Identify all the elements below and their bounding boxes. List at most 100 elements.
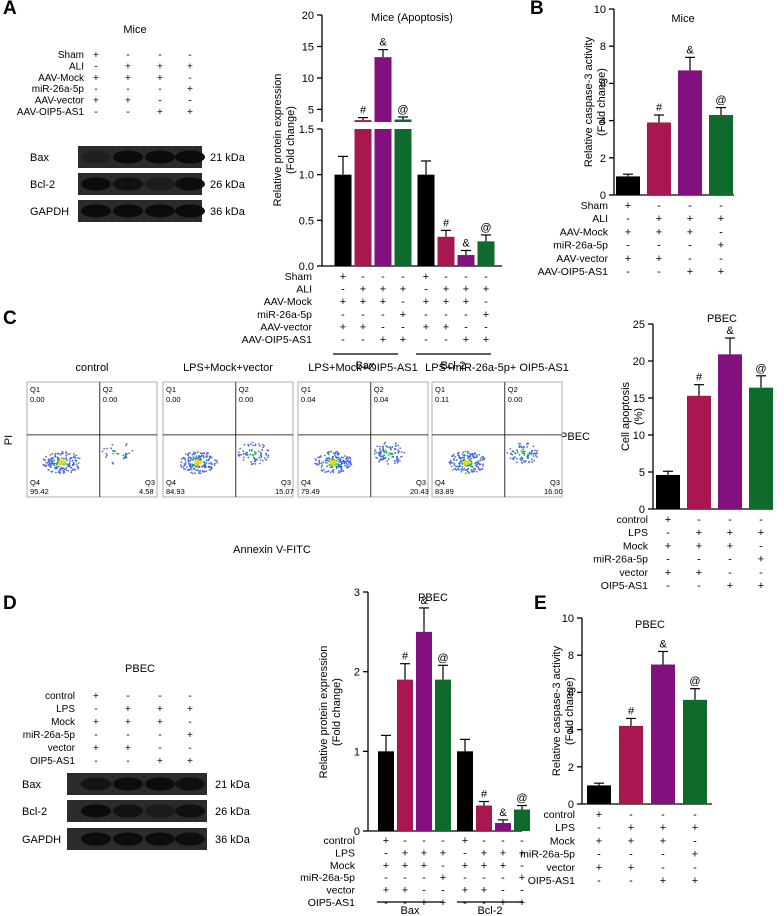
C_chart-condition-sign: + — [727, 527, 733, 539]
flow-event-dot — [205, 455, 208, 458]
A_chart-condition-sign: + — [463, 296, 469, 308]
flow-event-dot — [336, 465, 339, 468]
flow-event-dot — [318, 460, 321, 463]
B_chart-condition-sign: - — [688, 253, 692, 265]
flow-event-dot — [374, 448, 377, 451]
A_chart-condition-sign: - — [424, 309, 428, 321]
C_chart-y-tick-label: 5 — [639, 467, 645, 479]
flow-event-dot — [534, 449, 536, 452]
flow-event-dot — [464, 469, 467, 471]
flow-event-dot — [397, 449, 399, 452]
flow-event-dot — [331, 458, 333, 461]
flow-event-dot — [112, 452, 115, 455]
flow-event-dot — [105, 452, 108, 455]
panel-d-condition-sign: + — [93, 690, 99, 702]
flow-event-dot — [57, 457, 60, 460]
flow-event-dot — [50, 462, 53, 465]
flow-event-dot — [461, 453, 464, 456]
flow-event-dot — [382, 449, 385, 452]
flow-event-dot — [382, 458, 385, 461]
A_chart-bar — [374, 57, 392, 122]
A_chart-sig-marker: # — [360, 105, 367, 117]
A_chart-condition-sign: - — [464, 309, 468, 321]
flow-event-dot — [317, 456, 320, 459]
A_chart-condition-sign: + — [463, 284, 469, 296]
D_chart-condition-sign: + — [519, 872, 525, 884]
flow-event-dot — [320, 462, 323, 465]
A_chart-y-tick-label: 15 — [302, 41, 314, 53]
A_chart-condition-sign: - — [484, 296, 488, 308]
panel-d-condition-label: control — [45, 691, 75, 702]
D_chart-y-tick-label: 3 — [354, 587, 360, 599]
flow-event-dot — [208, 462, 211, 465]
flow-event-dot — [267, 454, 270, 457]
flow-event-dot — [252, 444, 254, 447]
flow-event-dot — [259, 462, 261, 465]
flow-q2-value: 0.00 — [239, 395, 254, 404]
flow-event-dot — [76, 465, 79, 467]
B_chart-y-tick-label: 8 — [600, 41, 606, 53]
D_chart-condition-sign: - — [384, 847, 388, 859]
flow-event-dot — [460, 470, 463, 473]
flow-event-dot — [335, 451, 338, 453]
panel-d-blot-band — [175, 832, 205, 846]
panel-a-condition-sign: - — [94, 60, 98, 72]
panel-a-blot-band — [145, 150, 175, 164]
flow-event-dot — [473, 456, 475, 459]
B_chart-bar — [616, 176, 640, 195]
panel-a-kda-label: 36 kDa — [210, 206, 246, 218]
flow-event-dot — [479, 459, 482, 462]
flow-event-dot — [249, 460, 252, 463]
D_chart-condition-label: control — [323, 835, 355, 847]
flow-event-dot — [187, 452, 190, 455]
flow-q3-value: 4.58 — [139, 487, 154, 496]
flow-event-dot — [180, 466, 183, 469]
flow-event-dot — [522, 450, 525, 453]
E_chart-sig-marker: # — [628, 705, 635, 717]
panel-d-condition-sign: - — [188, 742, 192, 754]
flow-event-dot — [205, 459, 208, 462]
flow-event-dot — [65, 469, 68, 472]
flow-event-dot — [314, 458, 317, 460]
flow-event-dot — [340, 467, 343, 470]
flow-event-dot — [397, 451, 400, 454]
flow-event-dot — [255, 452, 257, 455]
flow-event-dot — [75, 459, 78, 462]
flow-event-dot — [246, 451, 249, 454]
panel-d-condition-sign: - — [158, 742, 162, 754]
flow-event-dot — [522, 448, 524, 451]
flow-q4-label: Q4 — [435, 478, 445, 487]
C_chart-condition-label: OIP5-AS1 — [601, 580, 648, 592]
E_chart-ylabel: Relative caspase-3 activity — [551, 645, 563, 776]
flow-event-dot — [180, 461, 183, 464]
B_chart-condition-label: AAV-Mock — [560, 226, 609, 238]
flow-event-dot — [257, 443, 260, 446]
C_chart-condition-sign: - — [728, 554, 732, 566]
panel-d-blot-label: GAPDH — [22, 834, 61, 846]
flow-event-dot — [516, 451, 519, 454]
A_chart-y-tick-label: 5 — [308, 104, 314, 116]
flow-event-dot — [67, 463, 70, 466]
flow-q4-value: 84.93 — [166, 487, 185, 496]
flow-event-dot — [337, 458, 340, 461]
flow-event-dot — [249, 453, 252, 456]
C_chart-condition-sign: - — [666, 580, 670, 592]
D_chart-condition-sign: + — [462, 860, 468, 872]
flow-event-dot — [184, 468, 187, 471]
E_chart-condition-sign: - — [661, 862, 665, 874]
flow-q4-value: 83.89 — [435, 487, 454, 496]
flow-event-dot — [193, 453, 196, 456]
flow-event-dot — [399, 447, 402, 450]
flow-event-dot — [213, 464, 216, 467]
A_chart-condition-sign: - — [464, 321, 468, 333]
flow-event-dot — [47, 460, 50, 463]
D_chart-condition-sign: - — [422, 872, 426, 884]
E_chart-condition-sign: + — [692, 849, 698, 861]
flow-event-dot — [509, 448, 512, 450]
flow-event-dot — [324, 459, 327, 462]
panel-d-condition-sign: + — [187, 755, 193, 767]
flow-event-dot — [77, 462, 80, 464]
flow-event-dot — [339, 457, 342, 460]
flow-event-dot — [53, 462, 56, 465]
panel-a-condition-label: AAV-OIP5-AS1 — [17, 107, 85, 118]
